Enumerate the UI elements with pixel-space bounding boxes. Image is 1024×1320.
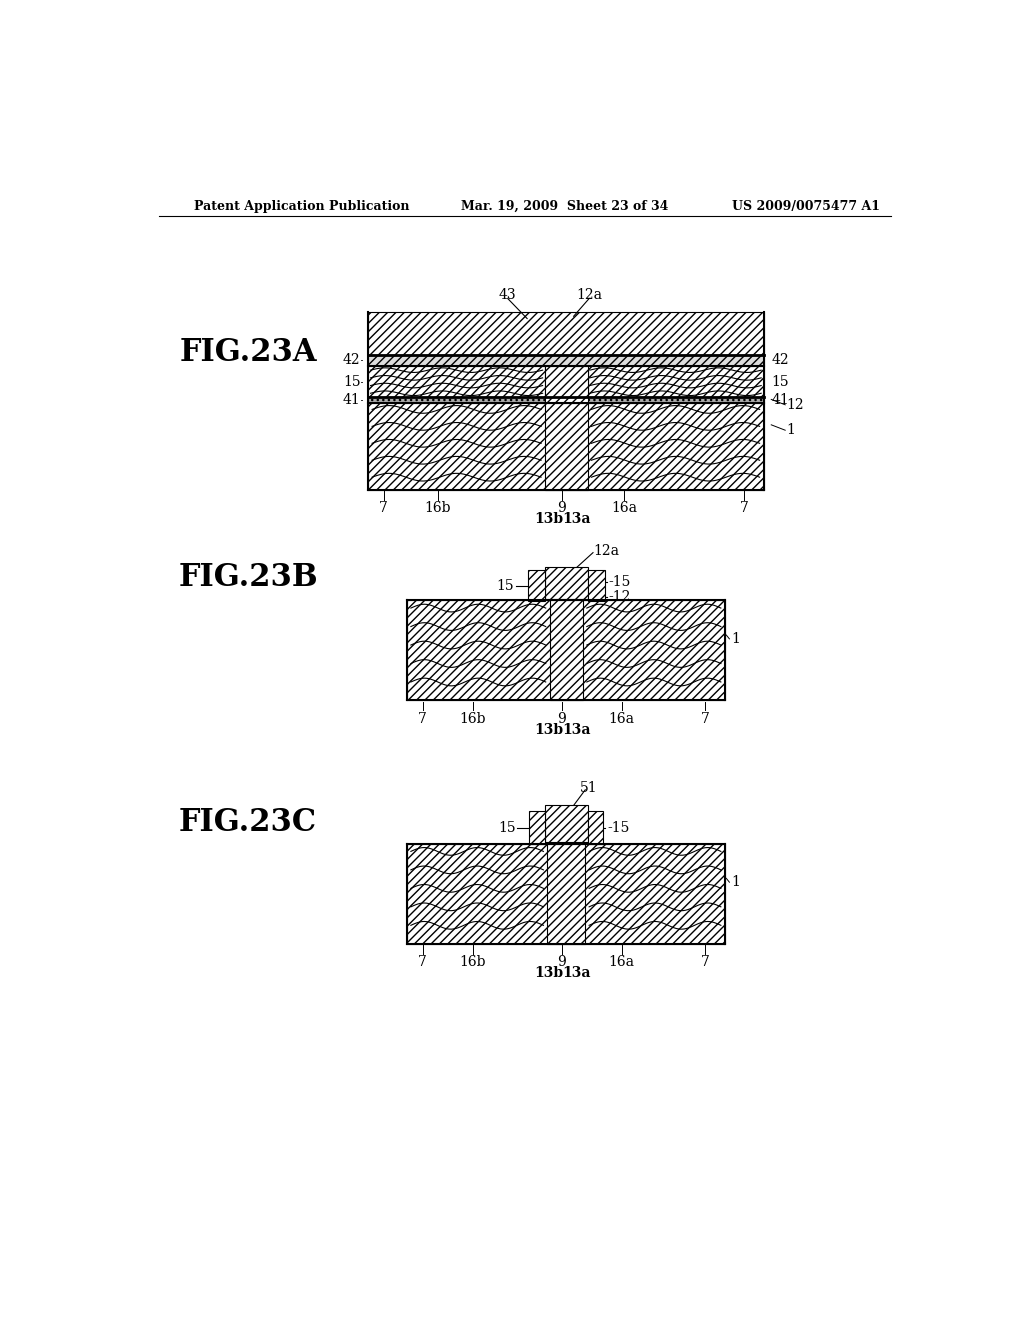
Text: 13b: 13b [535,966,563,981]
Text: -15: -15 [607,821,630,834]
Bar [545,566,588,599]
Text: 16b: 16b [460,711,486,726]
Text: 15: 15 [771,375,788,388]
Text: FIG.23B: FIG.23B [178,562,317,593]
Bar [369,367,545,397]
Text: 13b: 13b [535,723,563,737]
Text: 7: 7 [739,502,749,515]
Text: 1: 1 [786,424,796,437]
Text: 13b: 13b [535,512,563,525]
Text: 15: 15 [498,821,515,834]
Bar [550,601,583,701]
Text: 9: 9 [558,502,566,515]
Text: 9: 9 [558,956,566,969]
Text: 43: 43 [499,289,516,302]
Text: 16b: 16b [460,956,486,969]
Text: 1: 1 [731,875,739,890]
Bar [369,313,764,355]
Text: Mar. 19, 2009  Sheet 23 of 34: Mar. 19, 2009 Sheet 23 of 34 [461,199,669,213]
Bar [545,367,588,404]
Text: 16a: 16a [608,956,635,969]
Bar [528,570,545,601]
Text: 13a: 13a [562,512,591,525]
Bar [588,570,604,601]
Text: 41: 41 [343,393,360,407]
Text: 51: 51 [581,781,598,795]
Text: FIG.23C: FIG.23C [179,807,317,838]
Text: 42: 42 [343,354,360,367]
Text: 1: 1 [731,632,739,645]
Text: 13a: 13a [562,966,591,981]
Text: US 2009/0075477 A1: US 2009/0075477 A1 [732,199,881,213]
Bar [545,404,588,490]
Text: 15: 15 [497,578,514,593]
Bar [588,812,603,845]
Text: 7: 7 [701,711,710,726]
Bar [547,843,586,944]
Text: 13a: 13a [562,723,591,737]
Text: 7: 7 [701,956,710,969]
Bar [407,601,725,701]
Text: FIG.23A: FIG.23A [179,337,316,368]
Text: 7: 7 [418,956,427,969]
Bar [407,843,725,944]
Bar [369,397,764,404]
Text: 7: 7 [418,711,427,726]
Text: 16b: 16b [425,502,452,515]
Text: 12: 12 [786,397,805,412]
Bar [369,404,764,490]
Text: -12: -12 [608,590,631,605]
Bar [588,367,764,397]
Text: 15: 15 [343,375,360,388]
Text: -15: -15 [608,576,631,589]
Text: 12a: 12a [593,544,618,558]
Text: 42: 42 [771,354,788,367]
Bar [545,805,588,842]
Text: 12a: 12a [577,289,602,302]
Bar [529,812,545,845]
Text: 7: 7 [379,502,388,515]
Text: 41: 41 [771,393,790,407]
Text: 16a: 16a [608,711,635,726]
Text: 9: 9 [558,711,566,726]
Bar [369,355,764,367]
Text: Patent Application Publication: Patent Application Publication [194,199,410,213]
Text: 16a: 16a [611,502,637,515]
